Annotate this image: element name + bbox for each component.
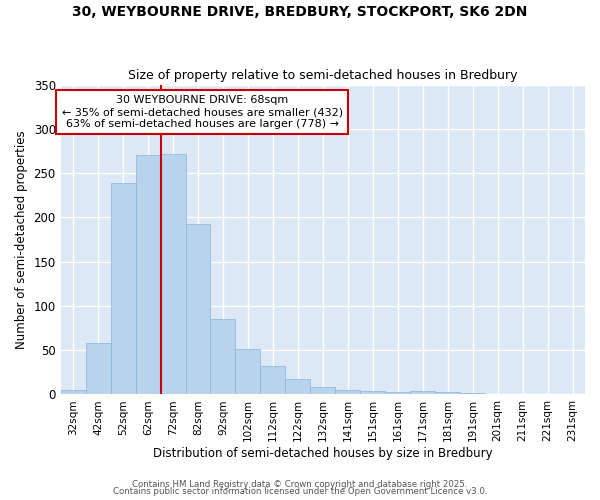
Bar bbox=[136, 156, 161, 394]
Text: Contains public sector information licensed under the Open Government Licence v3: Contains public sector information licen… bbox=[113, 487, 487, 496]
X-axis label: Distribution of semi-detached houses by size in Bredbury: Distribution of semi-detached houses by … bbox=[153, 447, 493, 460]
Bar bbox=[61, 390, 86, 394]
Bar bbox=[260, 366, 286, 394]
Bar bbox=[110, 183, 136, 394]
Bar bbox=[286, 380, 310, 394]
Bar bbox=[235, 350, 260, 395]
Bar bbox=[185, 224, 211, 394]
Text: 30, WEYBOURNE DRIVE, BREDBURY, STOCKPORT, SK6 2DN: 30, WEYBOURNE DRIVE, BREDBURY, STOCKPORT… bbox=[73, 5, 527, 19]
Bar bbox=[335, 390, 360, 394]
Text: Contains HM Land Registry data © Crown copyright and database right 2025.: Contains HM Land Registry data © Crown c… bbox=[132, 480, 468, 489]
Text: 30 WEYBOURNE DRIVE: 68sqm
← 35% of semi-detached houses are smaller (432)
63% of: 30 WEYBOURNE DRIVE: 68sqm ← 35% of semi-… bbox=[62, 96, 343, 128]
Bar bbox=[360, 391, 385, 394]
Bar bbox=[86, 343, 110, 394]
Bar bbox=[161, 154, 185, 394]
Bar bbox=[310, 388, 335, 394]
Y-axis label: Number of semi-detached properties: Number of semi-detached properties bbox=[15, 130, 28, 349]
Bar bbox=[211, 319, 235, 394]
Bar bbox=[385, 392, 410, 394]
Title: Size of property relative to semi-detached houses in Bredbury: Size of property relative to semi-detach… bbox=[128, 69, 518, 82]
Bar bbox=[410, 391, 435, 394]
Bar bbox=[435, 392, 460, 394]
Bar bbox=[460, 392, 485, 394]
